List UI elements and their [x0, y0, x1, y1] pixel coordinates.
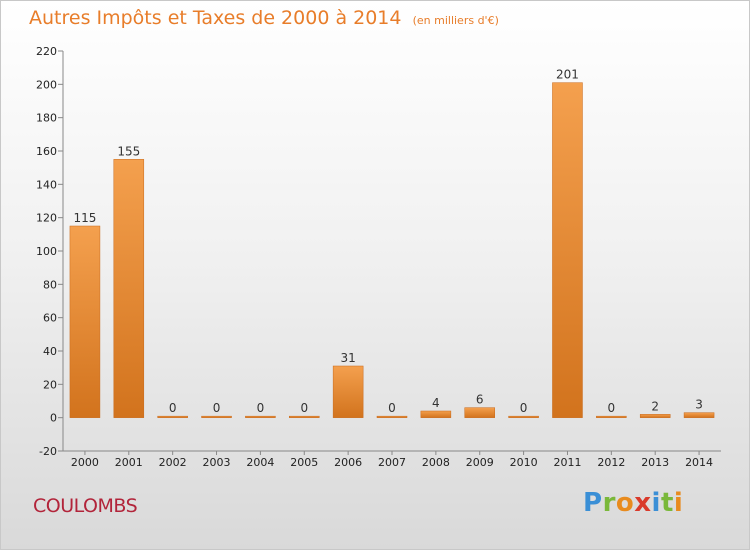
- logo-letter: P: [583, 488, 603, 518]
- bar-value-label: 0: [213, 401, 221, 415]
- y-tick-label: 40: [43, 345, 57, 358]
- bar: [332, 365, 364, 418]
- bar: [596, 415, 627, 418]
- town-name: COULOMBS: [33, 495, 138, 517]
- x-tick-label: 2013: [641, 456, 669, 469]
- bar-value-label: 155: [117, 144, 140, 158]
- proxiti-logo: Proxiti: [583, 488, 683, 518]
- bar-value-label: 201: [556, 68, 579, 82]
- logo-letter: r: [602, 488, 616, 518]
- bar: [639, 414, 671, 418]
- bar: [113, 159, 145, 418]
- x-tick-label: 2009: [466, 456, 494, 469]
- bar-value-label: 3: [695, 398, 703, 412]
- bar: [69, 225, 101, 418]
- chart-data-labels: 115 155 0 0 0 0 31 0 4 6 0 201 0 2 3: [73, 68, 703, 415]
- x-tick-label: 2014: [685, 456, 713, 469]
- y-tick-label: 220: [36, 45, 57, 58]
- chart-bars: [69, 82, 715, 418]
- y-tick-label: 60: [43, 312, 57, 325]
- y-tick-label: -20: [39, 445, 57, 458]
- bar-value-label: 2: [651, 399, 659, 413]
- x-tick-label: 2011: [553, 456, 581, 469]
- x-tick-label: 2012: [597, 456, 625, 469]
- y-tick-label: 0: [50, 412, 57, 425]
- bar: [289, 415, 320, 418]
- bar-value-label: 115: [73, 211, 96, 225]
- bar: [464, 407, 495, 418]
- bar: [508, 415, 539, 418]
- bar: [201, 415, 232, 418]
- x-tick-label: 2006: [334, 456, 362, 469]
- logo-letter: i: [651, 488, 661, 518]
- x-tick-label: 2003: [203, 456, 231, 469]
- bar: [376, 415, 408, 418]
- bar-value-label: 0: [300, 401, 308, 415]
- bar: [683, 412, 715, 418]
- x-tick-label: 2005: [290, 456, 318, 469]
- bar-value-label: 0: [169, 401, 177, 415]
- y-tick-label: 200: [36, 78, 57, 91]
- chart-title-block: Autres Impôts et Taxes de 2000 à 2014 (e…: [29, 7, 499, 29]
- bar-value-label: 6: [476, 393, 484, 407]
- y-tick-label: 120: [36, 212, 57, 225]
- x-tick-label: 2000: [71, 456, 99, 469]
- x-tick-label: 2008: [422, 456, 450, 469]
- bar-value-label: 0: [257, 401, 265, 415]
- x-tick-label: 2007: [378, 456, 406, 469]
- y-tick-label: 20: [43, 378, 57, 391]
- bar: [552, 82, 583, 418]
- bar-value-label: 0: [520, 401, 528, 415]
- logo-letter: i: [673, 488, 684, 518]
- x-tick-label: 2002: [159, 456, 187, 469]
- chart-title: Autres Impôts et Taxes de 2000 à 2014: [29, 7, 402, 29]
- y-tick-label: 180: [36, 112, 57, 125]
- logo-letter: x: [634, 488, 652, 518]
- bar: [420, 410, 452, 418]
- x-tick-label: 2001: [115, 456, 143, 469]
- y-tick-label: 140: [36, 178, 57, 191]
- bar-value-label: 0: [388, 401, 396, 415]
- x-tick-label: 2004: [246, 456, 274, 469]
- logo-letter: o: [615, 488, 635, 518]
- logo-letter: t: [660, 488, 674, 518]
- y-tick-label: 160: [36, 145, 57, 158]
- bar: [157, 415, 188, 418]
- chart-subtitle: (en milliers d'€): [412, 14, 499, 27]
- bar: [245, 415, 276, 418]
- bar-value-label: 4: [432, 396, 440, 410]
- x-tick-label: 2010: [510, 456, 538, 469]
- y-tick-label: 100: [36, 245, 57, 258]
- bar-value-label: 0: [608, 401, 616, 415]
- y-tick-label: 80: [43, 278, 57, 291]
- bar-value-label: 31: [340, 351, 355, 365]
